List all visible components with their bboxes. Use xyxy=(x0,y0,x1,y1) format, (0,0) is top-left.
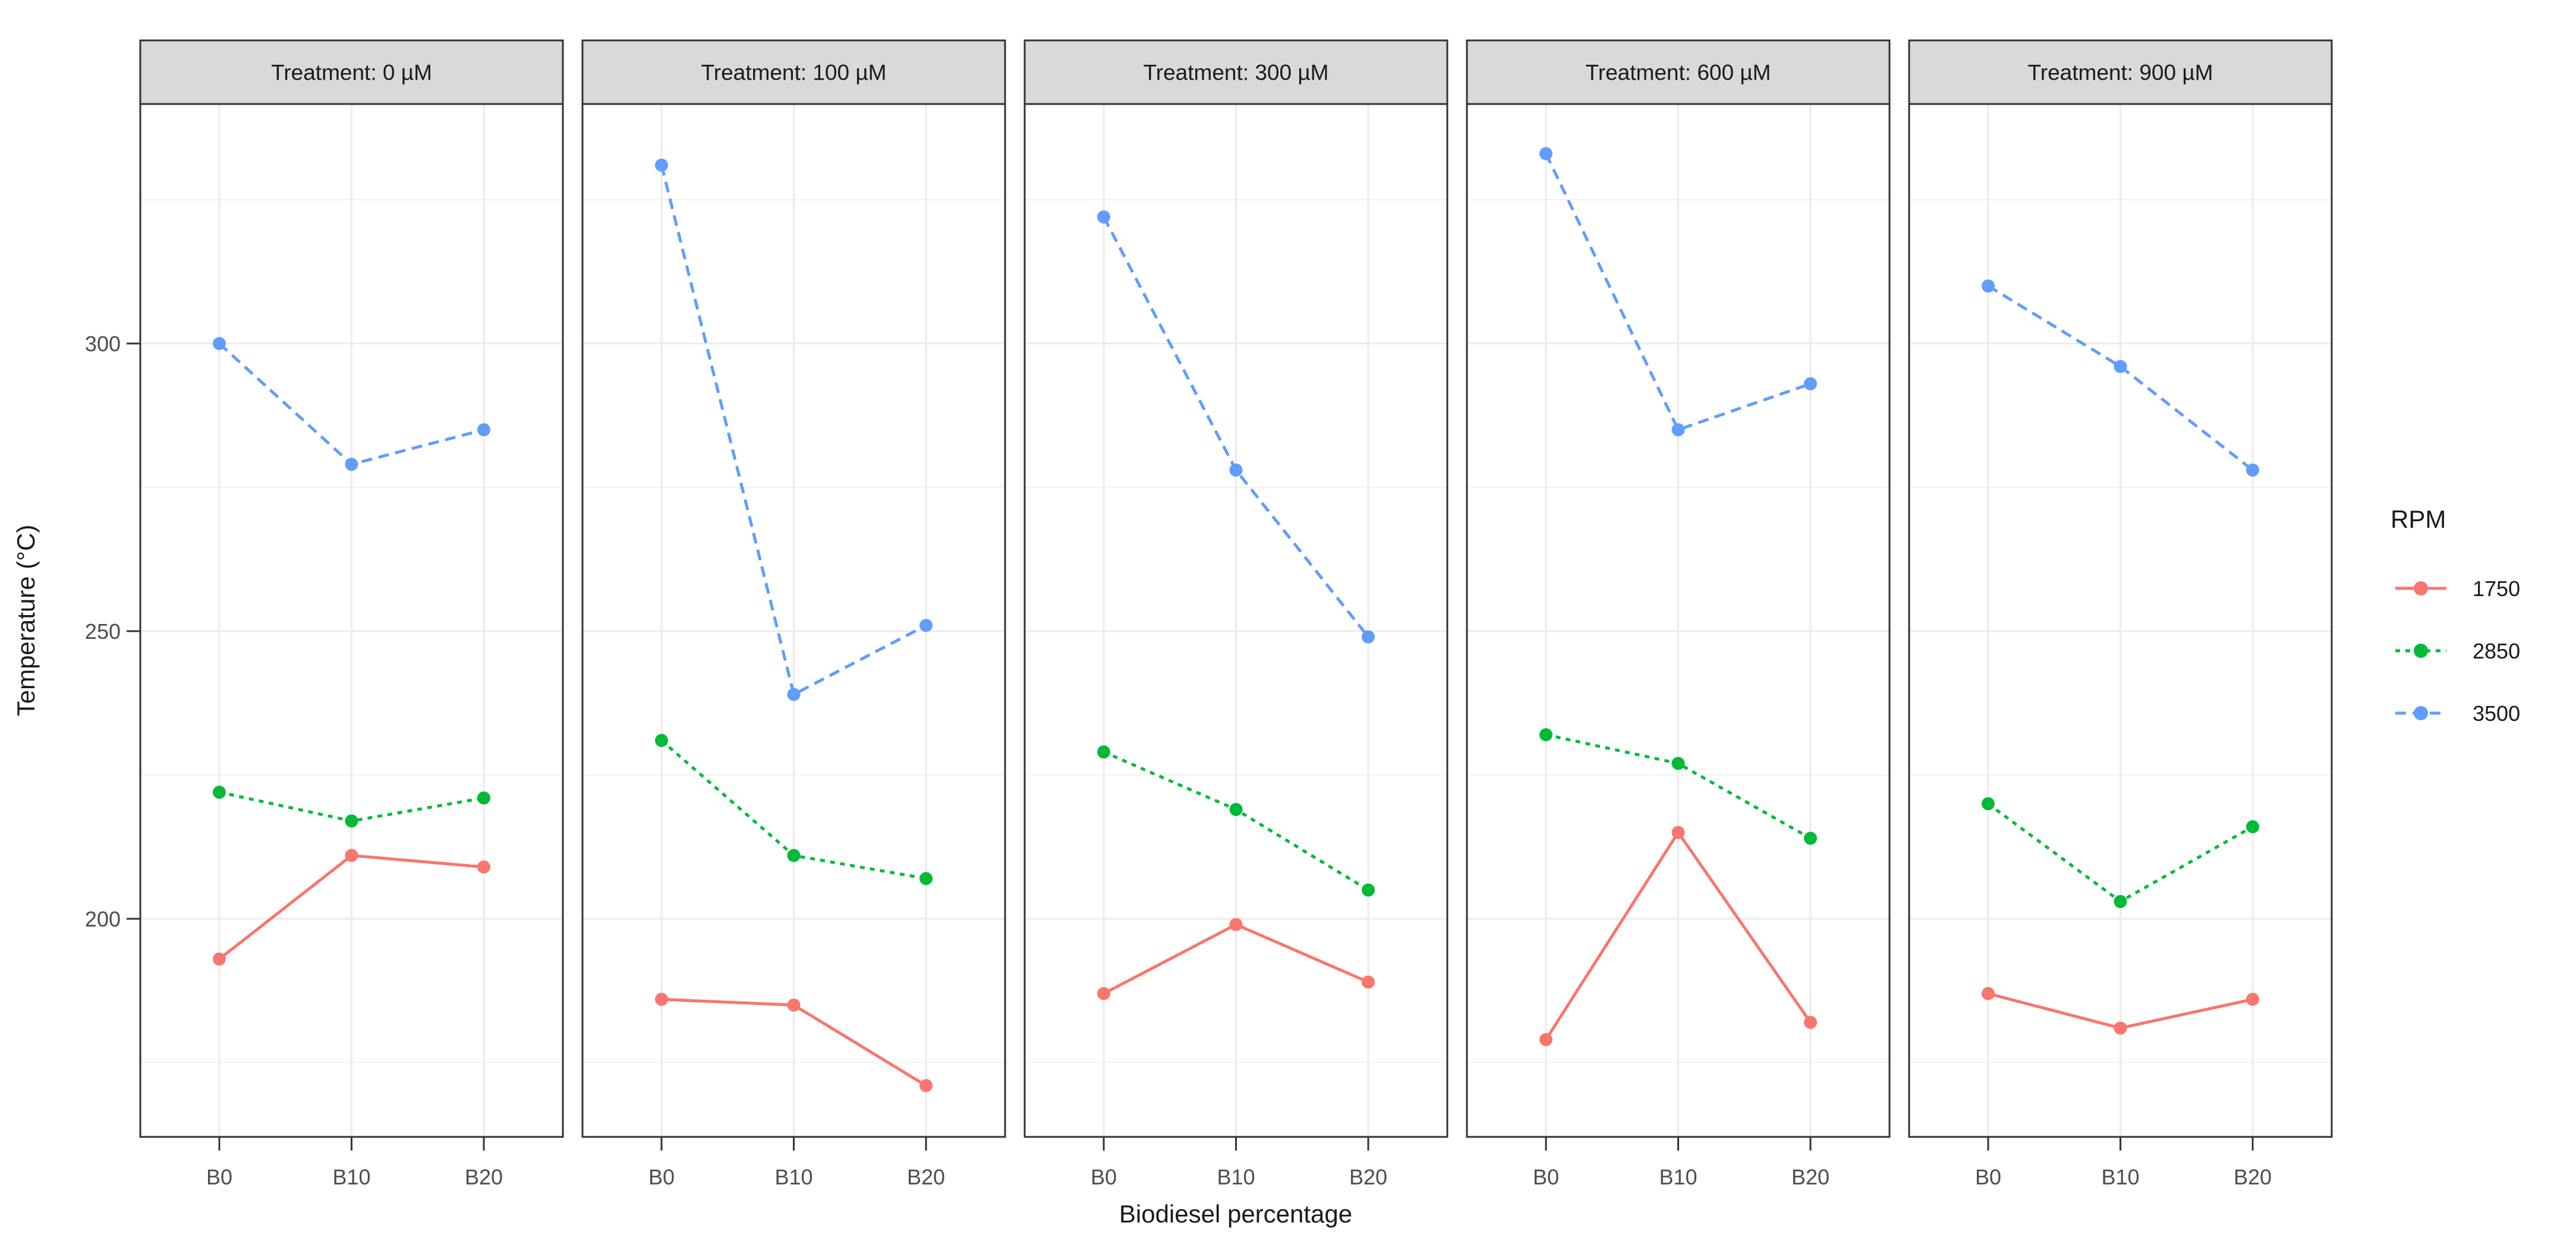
data-point-3500 xyxy=(1671,423,1685,437)
x-tick-label: B0 xyxy=(1975,1165,2001,1189)
data-point-3500 xyxy=(477,423,490,437)
data-point-2850 xyxy=(477,791,490,805)
data-point-3500 xyxy=(1362,630,1375,644)
data-point-1750 xyxy=(1982,987,1995,1000)
y-tick-label: 250 xyxy=(85,619,121,644)
strip-label: Treatment: 100 µM xyxy=(701,61,887,85)
x-tick-label: B10 xyxy=(1659,1165,1697,1189)
strip-label: Treatment: 300 µM xyxy=(1144,61,1329,85)
x-tick-label: B20 xyxy=(1349,1165,1387,1189)
data-point-1750 xyxy=(345,849,358,862)
data-point-3500 xyxy=(1804,377,1817,390)
y-axis-title: Temperature (°C) xyxy=(12,525,40,717)
data-point-2850 xyxy=(1362,883,1375,897)
data-point-3500 xyxy=(1097,210,1110,224)
y-tick-label: 300 xyxy=(85,332,121,356)
data-point-1750 xyxy=(477,860,490,874)
x-tick-label: B20 xyxy=(907,1165,945,1189)
x-tick-label: B10 xyxy=(1217,1165,1255,1189)
x-tick-label: B10 xyxy=(332,1165,370,1189)
data-point-1750 xyxy=(213,952,226,966)
strip-header xyxy=(139,39,564,105)
data-point-2850 xyxy=(787,849,801,862)
data-point-2850 xyxy=(2246,820,2259,834)
data-point-3500 xyxy=(919,619,933,632)
legend-item-2850: 2850 xyxy=(2395,639,2520,663)
facet-panel: Treatment: 0 µM B0 B10 B20 xyxy=(139,39,564,1189)
strip-header xyxy=(1908,39,2333,105)
series-line-3500 xyxy=(1544,153,1811,432)
data-point-2850 xyxy=(1539,728,1552,742)
x-tick-label: B20 xyxy=(465,1165,503,1189)
strip-label: Treatment: 0 µM xyxy=(271,61,432,85)
data-point-1750 xyxy=(2114,1021,2127,1035)
data-point-1750 xyxy=(1539,1033,1552,1047)
data-point-1750 xyxy=(787,998,801,1012)
x-tick-label: B10 xyxy=(774,1165,813,1189)
x-tick-label: B10 xyxy=(2101,1165,2139,1189)
facet-panel: Treatment: 100 µM B0 B10 B20 xyxy=(581,39,1006,1189)
data-point-2850 xyxy=(1804,831,1817,845)
strip-header xyxy=(1024,39,1448,105)
data-point-3500 xyxy=(213,337,226,350)
legend-label: 1750 xyxy=(2473,576,2520,601)
legend: RPM 1750 2850 3500 xyxy=(2391,505,2520,726)
data-point-3500 xyxy=(2114,360,2127,373)
data-point-1750 xyxy=(1097,987,1110,1000)
y-tick-label: 200 xyxy=(85,907,121,931)
x-tick-label: B0 xyxy=(1533,1165,1559,1189)
x-axis-title: Biodiesel percentage xyxy=(1119,1200,1352,1228)
legend-item-1750: 1750 xyxy=(2395,576,2520,601)
data-point-1750 xyxy=(1671,825,1685,839)
data-point-2850 xyxy=(213,786,226,799)
data-point-3500 xyxy=(1982,279,1995,293)
x-tick-label: B0 xyxy=(1091,1165,1117,1189)
facet-panel: Treatment: 900 µM B0 B10 B20 xyxy=(1908,39,2333,1189)
data-point-3500 xyxy=(655,158,668,172)
data-point-3500 xyxy=(1539,147,1552,160)
data-point-3500 xyxy=(787,688,801,701)
data-point-3500 xyxy=(1229,463,1243,477)
x-tick-label: B20 xyxy=(1791,1165,1829,1189)
legend-items-group: 1750 2850 3500 xyxy=(2395,576,2520,726)
strip-label: Treatment: 600 µM xyxy=(1586,61,1771,85)
x-tick-label: B20 xyxy=(2234,1165,2272,1189)
facet-panel: Treatment: 600 µM B0 B10 B20 xyxy=(1466,39,1891,1189)
data-point-1750 xyxy=(919,1079,933,1092)
legend-key-point xyxy=(2414,644,2428,658)
legend-key-point xyxy=(2414,706,2428,720)
strip-header xyxy=(581,39,1006,105)
legend-label: 2850 xyxy=(2473,639,2520,663)
data-point-2850 xyxy=(345,814,358,828)
data-point-1750 xyxy=(1804,1016,1817,1029)
facet-panel: Treatment: 300 µM B0 B10 B20 xyxy=(1024,39,1448,1189)
data-point-1750 xyxy=(655,992,668,1006)
data-point-2850 xyxy=(1671,757,1685,770)
data-point-2850 xyxy=(919,872,933,886)
data-point-2850 xyxy=(1229,803,1243,817)
data-point-2850 xyxy=(1097,745,1110,759)
x-tick-label: B0 xyxy=(648,1165,675,1189)
data-point-2850 xyxy=(2114,894,2127,908)
data-point-3500 xyxy=(345,458,358,471)
data-point-1750 xyxy=(2246,992,2259,1006)
series-line-3500 xyxy=(660,165,927,697)
strip-header xyxy=(1466,39,1891,105)
x-tick-label: B0 xyxy=(206,1165,232,1189)
data-point-1750 xyxy=(1229,918,1243,931)
data-point-2850 xyxy=(655,733,668,747)
data-point-3500 xyxy=(2246,463,2259,477)
strip-label: Treatment: 900 µM xyxy=(2028,61,2213,85)
legend-title: RPM xyxy=(2391,505,2446,533)
legend-key-point xyxy=(2414,581,2428,595)
data-point-1750 xyxy=(1362,975,1375,989)
legend-label: 3500 xyxy=(2473,701,2520,726)
legend-item-3500: 3500 xyxy=(2395,701,2520,726)
series-line-3500 xyxy=(1987,285,2254,471)
data-point-2850 xyxy=(1982,797,1995,811)
